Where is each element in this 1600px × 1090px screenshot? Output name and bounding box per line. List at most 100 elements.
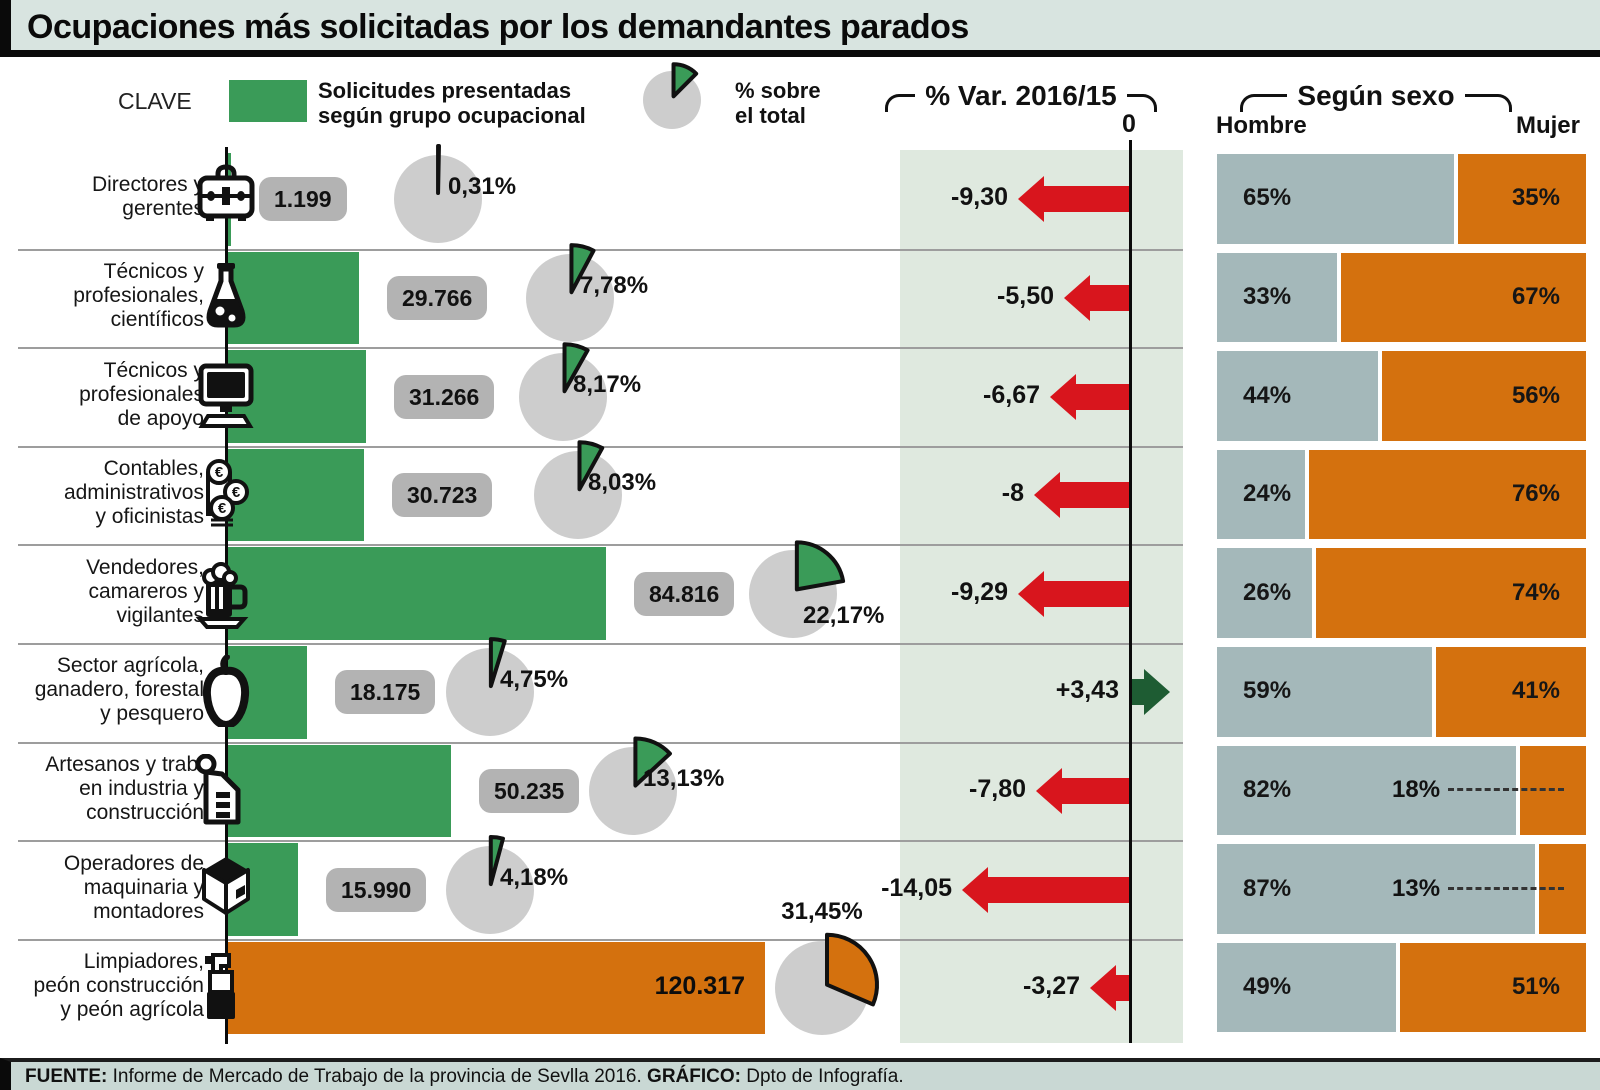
- var-value-label: -8: [1001, 479, 1024, 508]
- hombre-bar: [1217, 942, 1396, 1033]
- var-arrow: [1090, 965, 1116, 1012]
- hombre-pct-label: 87%: [1243, 874, 1292, 902]
- solicitudes-value-badge: 30.723: [392, 473, 493, 518]
- pct-total-label: 22,17%: [803, 601, 885, 629]
- bracket-left-icon: [1240, 94, 1256, 112]
- pct-total-pie: [534, 440, 622, 540]
- grafico-text: Dpto de Infografía.: [740, 1066, 904, 1087]
- var-arrow: [1036, 767, 1062, 814]
- title-bar: Ocupaciones más solicitadas por los dema…: [0, 0, 1600, 57]
- pepper-icon: [202, 655, 250, 728]
- row-separator: [18, 643, 1183, 645]
- pct-total-pie: [775, 932, 879, 1036]
- svg-text:€: €: [215, 464, 224, 481]
- var-header-label: % Var. 2016/15: [925, 80, 1117, 111]
- solicitudes-bar: [226, 448, 364, 542]
- row-separator: [18, 544, 1183, 547]
- row-separator: [18, 741, 1183, 744]
- hombre-pct-label: 33%: [1243, 282, 1292, 310]
- var-value-label: -9,29: [951, 577, 1008, 606]
- legend-key-label: CLAVE: [118, 88, 192, 114]
- zero-axis-line: [1129, 140, 1132, 1044]
- flask-icon: [206, 262, 246, 328]
- var-column-header: % Var. 2016/15: [885, 80, 1158, 112]
- pct-total-pie: [446, 637, 534, 737]
- var-arrow: [1050, 373, 1076, 420]
- sex-header-label: Según sexo: [1297, 80, 1455, 111]
- var-arrow: [962, 866, 988, 913]
- svg-text:€: €: [218, 500, 227, 517]
- mujer-bar: [1309, 449, 1586, 540]
- var-value-label: +3,43: [1055, 676, 1119, 705]
- solicitudes-bar: [226, 744, 451, 838]
- mujer-pct-label: 67%: [1511, 282, 1560, 310]
- bracket-right-icon: [1496, 94, 1513, 112]
- solicitudes-value-badge: 31.266: [394, 374, 495, 419]
- hombre-column-label: Hombre: [1216, 112, 1307, 139]
- hombre-bar: [1217, 449, 1305, 540]
- occupation-label: Artesanos y trab. en industria y construcc…: [45, 752, 204, 824]
- pct-total-label: 4,18%: [500, 863, 569, 891]
- mujer-bar: [1316, 548, 1586, 638]
- occupation-label: Técnicos y profesionales de apoyo: [79, 358, 204, 430]
- fuente-text: Informe de Mercado de Trabajo de la prov…: [107, 1066, 648, 1087]
- solicitudes-value-badge: 29.766: [387, 275, 488, 320]
- pct-total-pie: [446, 834, 534, 934]
- var-value-label: -9,30: [951, 183, 1008, 212]
- pct-total-label: 31,45%: [781, 898, 863, 926]
- box-icon: [202, 856, 250, 915]
- var-value-label: -7,80: [969, 774, 1026, 803]
- legend-pie-label: % sobre el total: [735, 78, 821, 128]
- leader-dash: [1448, 788, 1564, 792]
- fuente-label: FUENTE:: [25, 1066, 108, 1087]
- var-arrow: [1144, 669, 1170, 716]
- solicitudes-bar: [226, 251, 359, 345]
- zero-axis-label: 0: [1122, 110, 1136, 138]
- row-separator: [18, 248, 1183, 251]
- row-separator: [18, 938, 1183, 941]
- spray-icon: [205, 953, 235, 1020]
- occupation-label: Operadores de maquinaria y montadores: [63, 851, 204, 923]
- var-value-label: -14,05: [881, 873, 952, 902]
- solicitudes-value-badge: 18.175: [335, 670, 436, 715]
- hombre-pct-label: 44%: [1243, 381, 1292, 409]
- bracket-left-icon: [885, 94, 901, 112]
- pct-total-label: 7,78%: [580, 271, 649, 299]
- var-arrow: [1018, 176, 1044, 223]
- briefcase-icon: [197, 164, 255, 222]
- hombre-bar: [1217, 154, 1454, 244]
- page-title: Ocupaciones más solicitadas por los dema…: [27, 8, 969, 46]
- hombre-bar: [1217, 252, 1337, 343]
- occupation-label: Técnicos y profesionales, científicos: [73, 259, 204, 331]
- coins-icon: € € €: [206, 459, 249, 527]
- mujer-pct-label: 51%: [1511, 973, 1560, 1001]
- pct-total-pie: [749, 540, 846, 638]
- mujer-pct-label: 56%: [1511, 381, 1560, 409]
- svg-text:€: €: [232, 484, 241, 501]
- pct-total-label: 8,03%: [588, 469, 657, 497]
- mujer-bar: [1458, 154, 1586, 244]
- legend-bar-label: Solicitudes presentadas según grupo ocup…: [318, 78, 586, 128]
- mujer-bar: [1400, 942, 1586, 1033]
- row-separator: [18, 840, 1183, 843]
- mujer-pct-label: 35%: [1511, 184, 1560, 212]
- occupation-label: Limpiadores, peón construcción y peón agrí…: [33, 950, 204, 1022]
- mujer-pct-label: 76%: [1511, 480, 1560, 508]
- pct-total-label: 8,17%: [573, 370, 642, 398]
- var-value-label: -5,50: [997, 281, 1054, 310]
- var-value-label: -3,27: [1023, 972, 1080, 1001]
- occupation-label: Sector agrícola, ganadero, forestal y pesq…: [34, 654, 204, 726]
- mujer-pct-label: 18%: [1392, 776, 1564, 804]
- legend-pie-icon: [643, 62, 701, 129]
- occupation-label: Contables, administrativos y oficinistas: [63, 457, 204, 529]
- pct-total-pie: [394, 144, 482, 244]
- occupation-label: Directores y gerentes: [91, 173, 204, 221]
- solicitudes-bar: [226, 941, 765, 1035]
- pct-total-pie: [519, 341, 607, 441]
- var-arrow: [1034, 472, 1060, 519]
- hombre-pct-label: 26%: [1243, 578, 1292, 606]
- monitor-icon: [198, 363, 254, 428]
- mujer-bar: [1436, 647, 1586, 737]
- hombre-bar: [1217, 647, 1432, 737]
- solicitudes-value-badge: 1.199: [259, 177, 347, 222]
